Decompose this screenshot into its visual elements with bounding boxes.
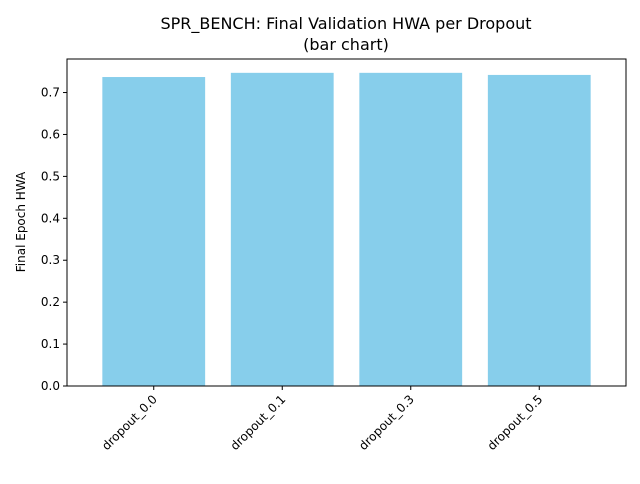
x-tick-label: dropout_0.5 [485,392,546,453]
bar-dropout_0.0 [102,77,206,387]
bar-dropout_0.1 [230,72,334,386]
axes-layer [66,58,627,387]
y-tick-label: 0.7 [41,86,60,100]
bars-layer [102,72,591,387]
y-tick-label: 0.1 [41,337,60,351]
y-tick-label: 0.6 [41,127,60,141]
plot-frame [66,58,627,387]
chart-subtitle: (bar chart) [303,35,389,54]
bar-dropout_0.5 [487,74,591,386]
y-tick-label: 0.4 [41,211,60,225]
y-axis-label: Final Epoch HWA [14,171,28,272]
chart-title: SPR_BENCH: Final Validation HWA per Drop… [160,14,531,34]
y-tick-label: 0.2 [41,295,60,309]
x-tick-label: dropout_0.3 [356,392,417,453]
x-tick-label: dropout_0.0 [99,392,160,453]
y-tick-label: 0.5 [41,169,60,183]
bar-dropout_0.3 [359,72,463,386]
y-tick-label: 0.3 [41,253,60,267]
y-tick-label: 0.0 [41,379,60,393]
x-tick-label: dropout_0.1 [228,392,289,453]
